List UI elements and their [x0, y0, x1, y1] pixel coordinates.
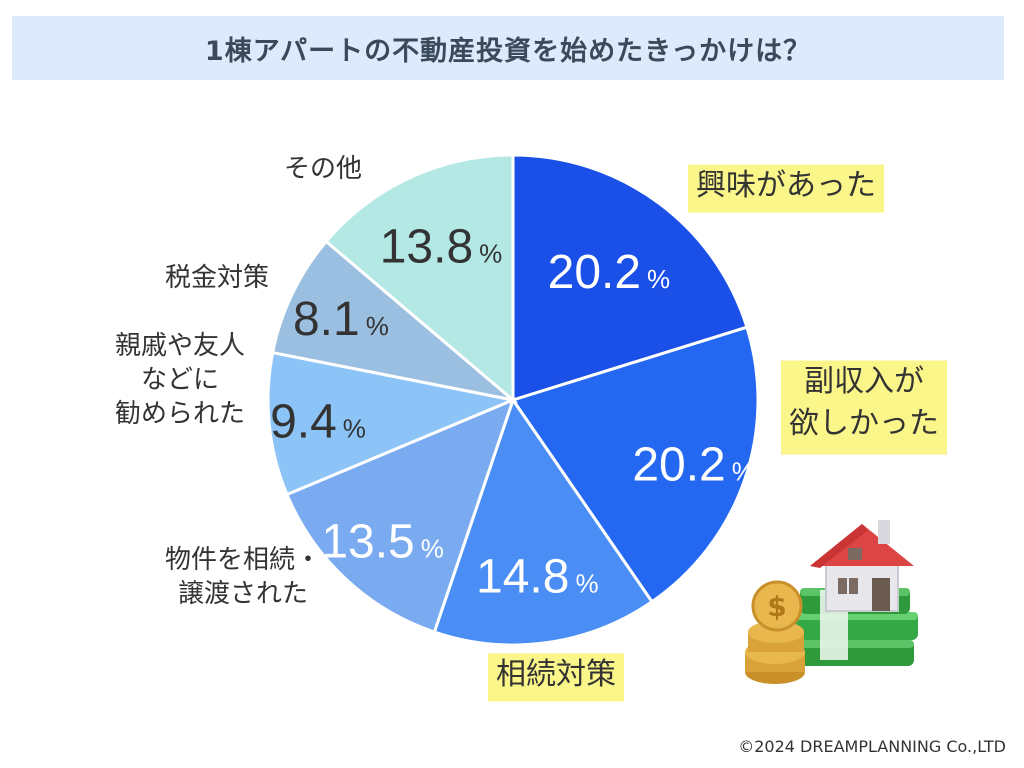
chart-title-bar: 1棟アパートの不動産投資を始めたきっかけは？ [12, 16, 1004, 80]
category-label-line: 相続対策 [496, 657, 616, 692]
house-money-illustration: $ [745, 520, 918, 684]
house-icon [810, 520, 914, 612]
copyright-notice: ©2024 DREAMPLANNING Co.,LTD [738, 737, 1006, 756]
pie-slice-1 [511, 153, 749, 403]
pie-slice-6 [270, 239, 519, 403]
category-label-line: その他 [284, 154, 362, 184]
category-label-line: 物件を相続・ [165, 545, 321, 575]
slice-value-label-5: 9.4% [270, 396, 366, 449]
label-highlight-bg [488, 653, 624, 702]
category-label-line: 勧められた [115, 399, 245, 429]
pie-slice-4 [284, 397, 516, 634]
chart-title: 1棟アパートの不動産投資を始めたきっかけは？ [204, 35, 812, 67]
slice-category-label-1: 興味があった [688, 164, 884, 213]
category-label-line: 興味があった [696, 168, 876, 203]
label-highlight-bg [688, 164, 884, 213]
category-label-line: 親戚や友人 [115, 331, 245, 361]
slice-category-label-4: 物件を相続・譲渡された [165, 545, 321, 609]
category-label-line: 欲しかった [789, 406, 939, 441]
slice-category-label-7: その他 [284, 154, 362, 184]
pie-slice-2 [510, 325, 760, 604]
slice-category-label-6: 税金対策 [165, 263, 269, 293]
category-label-line: 副収入が [804, 364, 924, 399]
coin-stack-icon: $ [745, 580, 805, 684]
slice-category-label-3: 相続対策 [488, 653, 624, 702]
svg-text:$: $ [767, 590, 786, 623]
category-label-line: 譲渡された [178, 579, 308, 609]
slice-value-label-6: 8.1% [293, 293, 389, 346]
category-label-line: 税金対策 [165, 263, 269, 293]
label-highlight-bg [781, 360, 947, 455]
category-label-line: などに [141, 365, 219, 395]
pie-slice-3 [432, 396, 655, 647]
pie-slice-7 [324, 153, 515, 404]
